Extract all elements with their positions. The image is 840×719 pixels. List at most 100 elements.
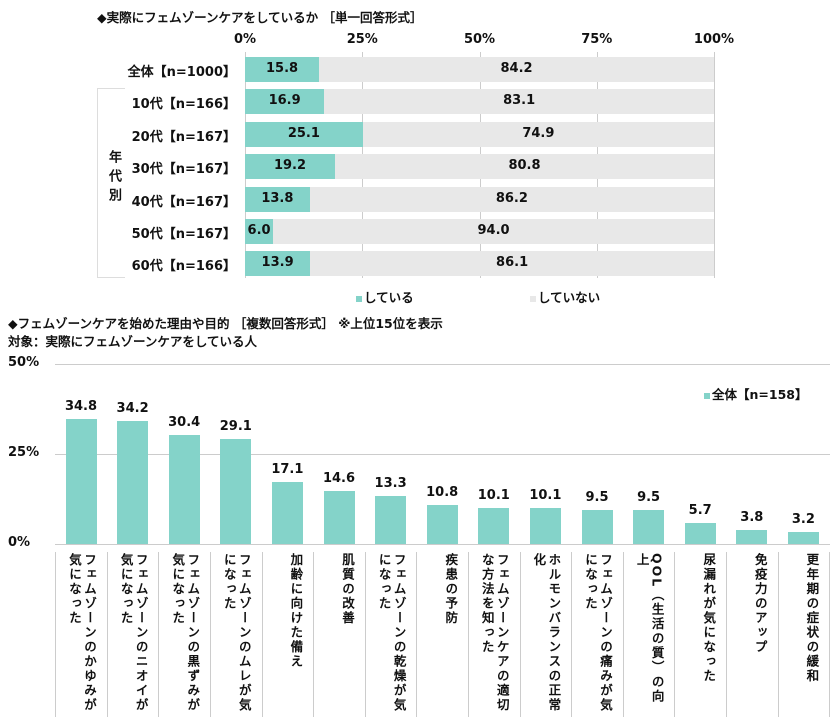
bar <box>323 491 355 544</box>
bar-done <box>245 57 320 82</box>
bar-done <box>245 251 311 277</box>
y-tick-label: 25% <box>8 445 40 460</box>
bar-not-done <box>324 89 714 115</box>
data-label: 3.2 <box>791 512 815 528</box>
chart1-title: ◆実際にフェムゾーンケアをしているか ［単一回答形式］ <box>97 10 423 25</box>
bar <box>65 418 97 544</box>
bar-done <box>245 219 274 244</box>
category-label: 更年期の症状の緩和 <box>804 553 820 684</box>
data-label-not-done: 80.8 <box>508 158 541 174</box>
category-label: ホルモンバランスの正常化 <box>531 553 562 713</box>
data-label-not-done: 86.1 <box>496 255 529 271</box>
bar-done <box>245 186 310 212</box>
x-tick-label: 75% <box>581 32 613 47</box>
bar <box>684 523 716 544</box>
category-label: 疾患の予防 <box>443 553 459 626</box>
row-label: 30代【n=167】 <box>131 162 236 178</box>
data-label: 17.1 <box>271 462 304 478</box>
category-divider <box>416 552 418 717</box>
chart2-subtitle: 対象：実際にフェムゾーンケアをしている人 <box>8 334 258 349</box>
category-label: フェムゾーンの黒ずみが気になった <box>170 553 201 713</box>
category-label: 尿漏れが気になった <box>701 553 717 684</box>
data-label: 10.1 <box>477 487 510 503</box>
bar-done <box>245 154 336 180</box>
row-label: 全体【n=1000】 <box>127 65 236 80</box>
category-divider <box>468 552 469 717</box>
data-label: 34.8 <box>64 398 98 414</box>
data-label-not-done: 83.1 <box>503 93 536 109</box>
bar <box>117 420 149 544</box>
bar <box>478 507 510 544</box>
legend-swatch <box>356 295 362 302</box>
category-label: フェムゾーンのかゆみが気になった <box>67 553 97 713</box>
category-divider <box>158 552 160 717</box>
age-group-label: 年代別 <box>106 150 121 207</box>
data-label: 29.1 <box>219 419 252 435</box>
bar-not-done <box>319 57 714 82</box>
category-divider <box>106 552 108 717</box>
category-divider <box>726 552 727 717</box>
bar <box>375 496 407 544</box>
category-label: フェムゾーンケアの適切な方法を知った <box>479 553 510 713</box>
row-label: 10代【n=166】 <box>131 97 236 113</box>
category-label: 免疫力のアップ <box>752 553 768 655</box>
bar <box>168 434 200 544</box>
category-divider <box>364 552 366 717</box>
x-tick-label: 0% <box>233 32 257 47</box>
gridline <box>55 544 830 545</box>
category-divider <box>519 552 521 717</box>
bar <box>220 439 252 544</box>
row-label: 40代【n=167】 <box>131 194 236 210</box>
bar-not-done <box>335 154 714 180</box>
category-label: QOL（生活の質）の向上 <box>634 553 665 705</box>
category-divider <box>622 552 624 717</box>
category-divider <box>674 552 676 717</box>
category-divider <box>777 552 779 717</box>
category-label: 加齢に向けた備え <box>288 553 304 669</box>
legend-not-done: していない <box>530 287 600 306</box>
legend-label: している <box>364 290 414 305</box>
data-label: 13.3 <box>374 476 407 492</box>
data-label-done: 25.1 <box>287 125 320 141</box>
bar <box>633 509 665 544</box>
bar <box>736 530 768 544</box>
data-label: 3.8 <box>740 510 764 526</box>
data-label-done: 15.8 <box>266 61 299 76</box>
data-label: 14.6 <box>322 471 356 487</box>
x-tick-label: 100% <box>693 32 735 47</box>
category-divider <box>571 552 573 717</box>
chart2-title: ◆フェムゾーンケアを始めた理由や目的 ［複数回答形式］ ※上位15位を表示 <box>8 316 443 331</box>
bar-not-done <box>273 219 714 244</box>
row-label: 60代【n=166】 <box>131 259 236 275</box>
data-label-done: 13.8 <box>261 190 294 206</box>
bar <box>787 532 819 544</box>
data-label: 9.5 <box>585 489 609 505</box>
bar <box>426 505 458 544</box>
data-label: 10.1 <box>529 487 562 503</box>
x-tick-label: 25% <box>346 32 378 47</box>
data-label-not-done: 84.2 <box>500 61 533 76</box>
category-divider <box>261 552 263 717</box>
category-divider <box>55 552 57 717</box>
bar-not-done <box>309 186 714 212</box>
legend-swatch <box>530 295 536 302</box>
data-label-done: 19.2 <box>273 158 307 174</box>
age-group-bracket <box>97 88 125 278</box>
gridline <box>55 454 830 455</box>
data-label-not-done: 94.0 <box>477 223 510 238</box>
row-label: 50代【n=167】 <box>131 227 236 242</box>
legend-swatch <box>704 392 710 399</box>
bar-done <box>245 89 325 115</box>
bar <box>271 482 303 544</box>
data-label: 10.8 <box>426 485 459 501</box>
category-label: フェムゾーンの痛みが気になった <box>583 553 613 713</box>
bar-not-done <box>310 251 714 277</box>
data-label: 9.5 <box>637 489 661 505</box>
bar-done <box>245 121 363 147</box>
bar <box>581 509 613 544</box>
y-tick-label: 0% <box>8 535 31 550</box>
category-divider <box>210 552 211 717</box>
bar <box>529 507 561 544</box>
legend-done: している <box>356 287 414 306</box>
